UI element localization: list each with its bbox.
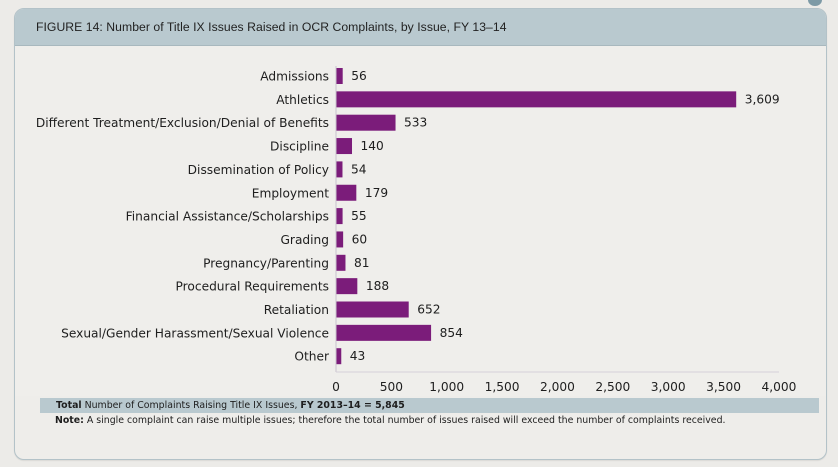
figure-panel: FIGURE 14: Number of Title IX Issues Rai… bbox=[14, 8, 827, 460]
total-text: Number of Complaints Raising Title IX Is… bbox=[81, 400, 301, 411]
bar bbox=[336, 161, 343, 178]
category-label: Employment bbox=[252, 186, 329, 200]
x-tick-label: 3,000 bbox=[651, 380, 686, 394]
category-label: Different Treatment/Exclusion/Denial of … bbox=[36, 116, 329, 130]
category-label: Discipline bbox=[270, 140, 329, 154]
value-label: 43 bbox=[350, 349, 366, 363]
bar bbox=[336, 231, 344, 248]
category-label: Admissions bbox=[260, 70, 329, 84]
x-tick-label: 1,000 bbox=[429, 380, 464, 394]
note-bold-label: Note: bbox=[55, 415, 84, 426]
category-label: Sexual/Gender Harassment/Sexual Violence bbox=[61, 326, 329, 340]
x-tick-label: 4,000 bbox=[762, 380, 797, 394]
bars-layer bbox=[336, 68, 737, 365]
bar bbox=[336, 278, 358, 295]
value-label: 55 bbox=[351, 209, 367, 223]
x-tick-label: 1,500 bbox=[485, 380, 520, 394]
x-tick-label: 2,500 bbox=[595, 380, 630, 394]
x-tick-label: 0 bbox=[332, 380, 340, 394]
chart-area: 0 500 1,000 1,500 2,000 2,500 3,000 3,500 4,000 A… bbox=[15, 46, 826, 396]
bar bbox=[336, 184, 357, 201]
category-label: Procedural Requirements bbox=[176, 280, 329, 294]
bar-chart: 0 500 1,000 1,500 2,000 2,500 3,000 3,500 4,000 A… bbox=[36, 66, 797, 394]
value-label: 3,609 bbox=[745, 92, 780, 106]
value-label: 188 bbox=[366, 279, 389, 293]
bar bbox=[336, 324, 432, 341]
bar bbox=[336, 91, 737, 108]
corner-decoration-dot bbox=[808, 0, 822, 6]
total-fy-value: FY 2013–14 = 5,845 bbox=[300, 400, 405, 411]
bar bbox=[336, 348, 342, 365]
value-label: 56 bbox=[351, 69, 367, 83]
value-label: 81 bbox=[354, 256, 370, 270]
bar bbox=[336, 208, 343, 225]
x-tick-label: 500 bbox=[380, 380, 403, 394]
total-bold-label: Total bbox=[56, 400, 82, 411]
bar bbox=[336, 301, 409, 318]
value-label: 179 bbox=[365, 186, 388, 200]
x-tick-label: 2,000 bbox=[540, 380, 575, 394]
bar bbox=[336, 254, 346, 271]
value-label: 60 bbox=[352, 232, 368, 246]
labels-layer: 0 500 1,000 1,500 2,000 2,500 3,000 3,500 4,000 A… bbox=[36, 69, 797, 394]
axis-layer bbox=[335, 66, 779, 373]
total-complaints-band: Total Number of Complaints Raising Title… bbox=[40, 398, 819, 413]
bar bbox=[336, 68, 343, 84]
category-label: Dissemination of Policy bbox=[188, 163, 329, 177]
value-label: 54 bbox=[351, 162, 367, 176]
category-label: Retaliation bbox=[264, 303, 329, 317]
bar bbox=[336, 114, 396, 131]
category-label: Grading bbox=[280, 233, 329, 247]
bar bbox=[336, 138, 353, 155]
figure-title: FIGURE 14: Number of Title IX Issues Rai… bbox=[36, 20, 507, 34]
value-label: 533 bbox=[404, 116, 427, 130]
category-label: Financial Assistance/Scholarships bbox=[126, 210, 329, 224]
category-label: Other bbox=[294, 350, 330, 364]
value-label: 854 bbox=[440, 326, 464, 340]
category-label: Pregnancy/Parenting bbox=[203, 256, 329, 270]
note-text: A single complaint can raise multiple is… bbox=[83, 415, 726, 426]
category-label: Athletics bbox=[276, 93, 329, 107]
figure-note: Note: A single complaint can raise multi… bbox=[55, 415, 726, 426]
value-label: 140 bbox=[361, 139, 384, 153]
x-tick-label: 3,500 bbox=[706, 380, 741, 394]
value-label: 652 bbox=[417, 303, 440, 317]
figure-header: FIGURE 14: Number of Title IX Issues Rai… bbox=[15, 9, 826, 46]
